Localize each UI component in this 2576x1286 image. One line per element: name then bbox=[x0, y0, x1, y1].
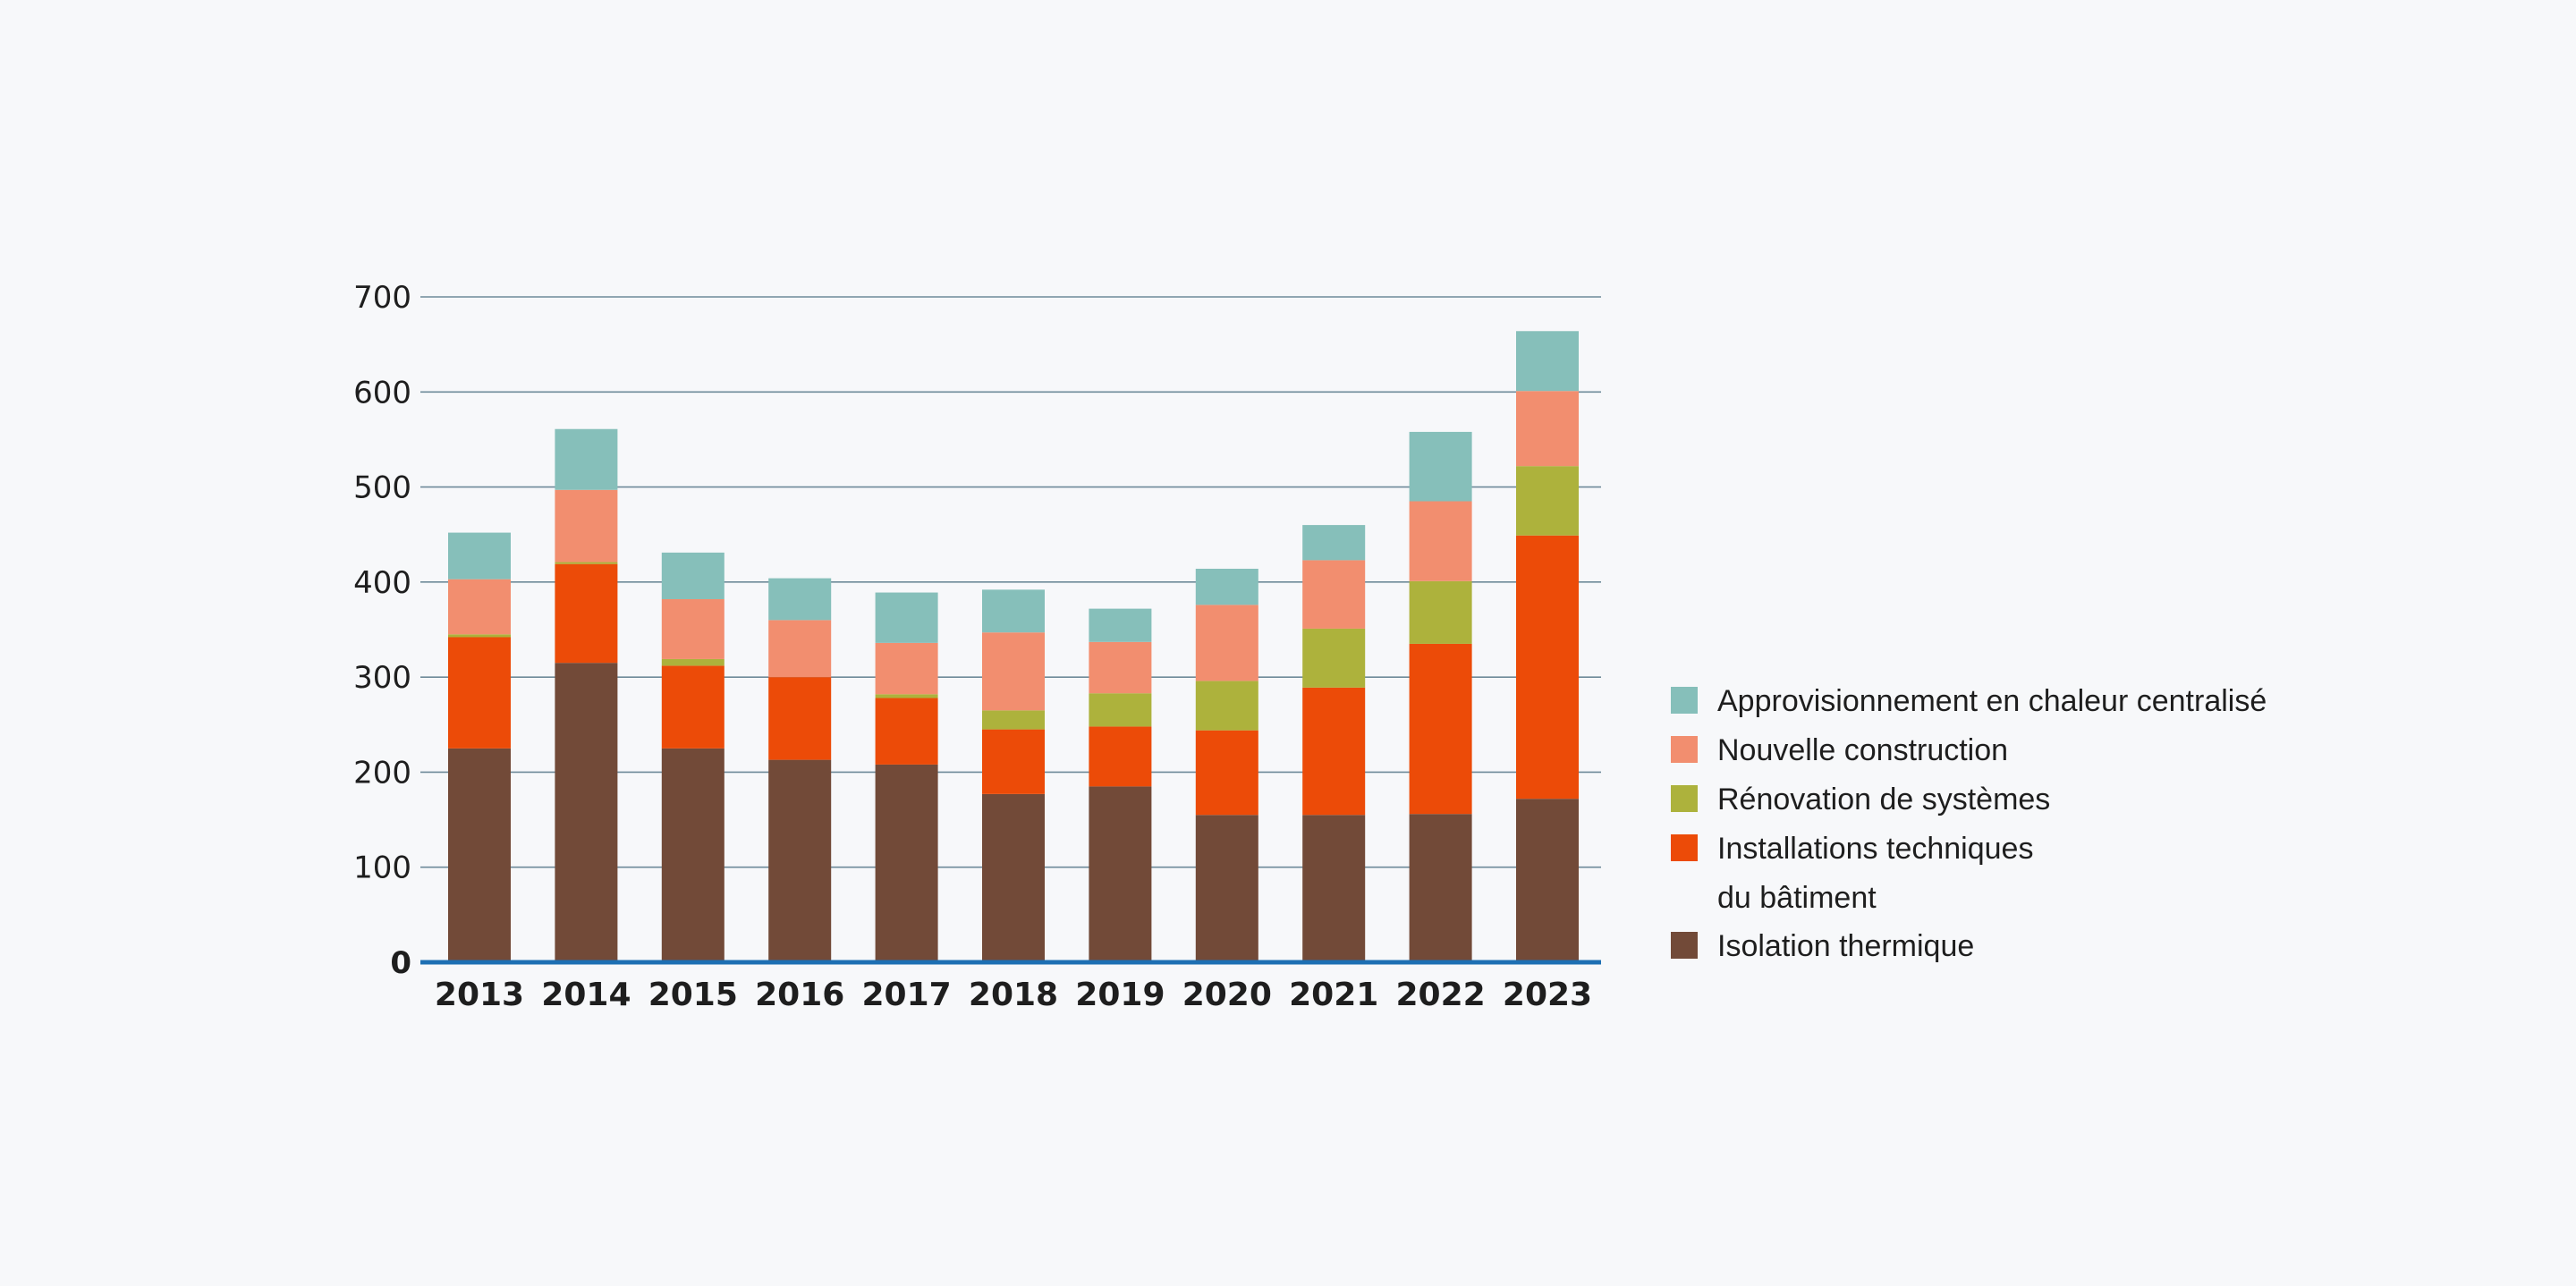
bar-segment-2017-series-3 bbox=[875, 642, 938, 695]
bar-segment-2013-series-1 bbox=[448, 637, 511, 749]
bar-segment-2016-series-0 bbox=[768, 759, 832, 962]
bar-segment-2017-series-0 bbox=[875, 764, 938, 962]
bar-segment-2023-series-3 bbox=[1516, 391, 1579, 467]
bar-segment-2015-series-1 bbox=[661, 665, 724, 749]
bar-segment-2018-series-4 bbox=[982, 589, 1045, 633]
x-tick-label: 2020 bbox=[1182, 977, 1272, 1013]
legend-label: Isolation thermique bbox=[1717, 929, 1974, 963]
bar-segment-2013-series-0 bbox=[448, 748, 511, 962]
bar-segment-2023-series-0 bbox=[1516, 799, 1579, 962]
bar-segment-2015-series-2 bbox=[661, 658, 724, 666]
y-tick-label: 700 bbox=[353, 280, 411, 316]
legend: Approvisionnement en chaleur centralisé N… bbox=[1671, 684, 2267, 963]
legend-swatch-1 bbox=[1671, 736, 1698, 763]
bar-segment-2022-series-4 bbox=[1409, 431, 1472, 502]
bar-segment-2019-series-0 bbox=[1089, 786, 1152, 962]
bar-segment-2019-series-1 bbox=[1089, 726, 1152, 787]
x-tick-label: 2013 bbox=[435, 977, 524, 1013]
axes: 0 100 200 300 400 500 600 700 2013 2014 2015 2016 20… bbox=[353, 280, 1601, 1013]
legend-swatch-3 bbox=[1671, 834, 1698, 861]
bar-segment-2020-series-0 bbox=[1195, 815, 1258, 962]
bar-segment-2014-series-1 bbox=[555, 563, 618, 664]
bar-segment-2013-series-2 bbox=[448, 634, 511, 638]
bar-segment-2021-series-0 bbox=[1302, 815, 1366, 962]
bar-segment-2019-series-4 bbox=[1089, 608, 1152, 642]
y-tick-label: 600 bbox=[353, 375, 411, 410]
bar-segment-2015-series-4 bbox=[661, 552, 724, 599]
y-tick-label: 200 bbox=[353, 755, 411, 791]
bar-segment-2017-series-1 bbox=[875, 698, 938, 765]
x-tick-label: 2021 bbox=[1289, 977, 1378, 1013]
bar-segment-2021-series-2 bbox=[1302, 628, 1366, 688]
legend-label: Rénovation de systèmes bbox=[1717, 783, 2050, 816]
bar-segment-2018-series-3 bbox=[982, 632, 1045, 711]
bar-segment-2017-series-4 bbox=[875, 592, 938, 643]
bar-segment-2015-series-0 bbox=[661, 748, 724, 962]
bar-segment-2020-series-3 bbox=[1195, 605, 1258, 681]
bar-segment-2014-series-3 bbox=[555, 489, 618, 563]
x-tick-label: 2017 bbox=[861, 977, 951, 1013]
y-tick-label: 0 bbox=[390, 945, 411, 981]
bar-segment-2013-series-4 bbox=[448, 532, 511, 580]
bar-segment-2013-series-3 bbox=[448, 579, 511, 635]
x-tick-label: 2023 bbox=[1503, 977, 1592, 1013]
x-tick-label: 2019 bbox=[1075, 977, 1165, 1013]
bar-segment-2017-series-2 bbox=[875, 694, 938, 698]
bar-segment-2023-series-1 bbox=[1516, 535, 1579, 800]
legend-label: Installations techniques bbox=[1717, 832, 2033, 866]
y-tick-label: 400 bbox=[353, 565, 411, 601]
bar-segment-2019-series-2 bbox=[1089, 693, 1152, 727]
bars bbox=[448, 331, 1579, 962]
bar-segment-2018-series-2 bbox=[982, 710, 1045, 730]
legend-swatch-2 bbox=[1671, 785, 1698, 812]
bar-segment-2021-series-3 bbox=[1302, 560, 1366, 629]
x-tick-label: 2015 bbox=[648, 977, 738, 1013]
legend-label: Nouvelle construction bbox=[1717, 733, 2008, 767]
bar-segment-2023-series-2 bbox=[1516, 466, 1579, 536]
x-tick-label: 2014 bbox=[541, 977, 631, 1013]
bar-segment-2018-series-1 bbox=[982, 729, 1045, 794]
legend-swatch-4 bbox=[1671, 932, 1698, 959]
bar-segment-2022-series-0 bbox=[1409, 814, 1472, 962]
bar-segment-2016-series-4 bbox=[768, 578, 832, 621]
y-tick-label: 300 bbox=[353, 660, 411, 696]
bar-segment-2016-series-3 bbox=[768, 620, 832, 678]
x-tick-label: 2016 bbox=[755, 977, 844, 1013]
bar-segment-2021-series-4 bbox=[1302, 525, 1366, 561]
bar-segment-2019-series-3 bbox=[1089, 641, 1152, 694]
bar-segment-2014-series-2 bbox=[555, 562, 618, 564]
y-tick-label: 100 bbox=[353, 850, 411, 886]
bar-segment-2020-series-1 bbox=[1195, 730, 1258, 816]
x-tick-label: 2018 bbox=[969, 977, 1058, 1013]
bar-segment-2020-series-2 bbox=[1195, 681, 1258, 731]
legend-label: Approvisionnement en chaleur centralisé bbox=[1717, 684, 2267, 718]
y-tick-label: 500 bbox=[353, 470, 411, 506]
bar-segment-2022-series-3 bbox=[1409, 501, 1472, 581]
legend-label: du bâtiment bbox=[1717, 881, 1877, 915]
bar-segment-2022-series-2 bbox=[1409, 580, 1472, 644]
bar-segment-2014-series-0 bbox=[555, 663, 618, 962]
bar-segment-2023-series-4 bbox=[1516, 331, 1579, 392]
bar-segment-2016-series-1 bbox=[768, 677, 832, 760]
bar-segment-2014-series-4 bbox=[555, 428, 618, 490]
bar-segment-2020-series-4 bbox=[1195, 568, 1258, 605]
x-tick-label: 2022 bbox=[1395, 977, 1485, 1013]
bar-segment-2021-series-1 bbox=[1302, 687, 1366, 816]
legend-swatch-0 bbox=[1671, 687, 1698, 714]
bar-segment-2022-series-1 bbox=[1409, 643, 1472, 815]
bar-segment-2018-series-0 bbox=[982, 793, 1045, 962]
bar-segment-2015-series-3 bbox=[661, 598, 724, 659]
